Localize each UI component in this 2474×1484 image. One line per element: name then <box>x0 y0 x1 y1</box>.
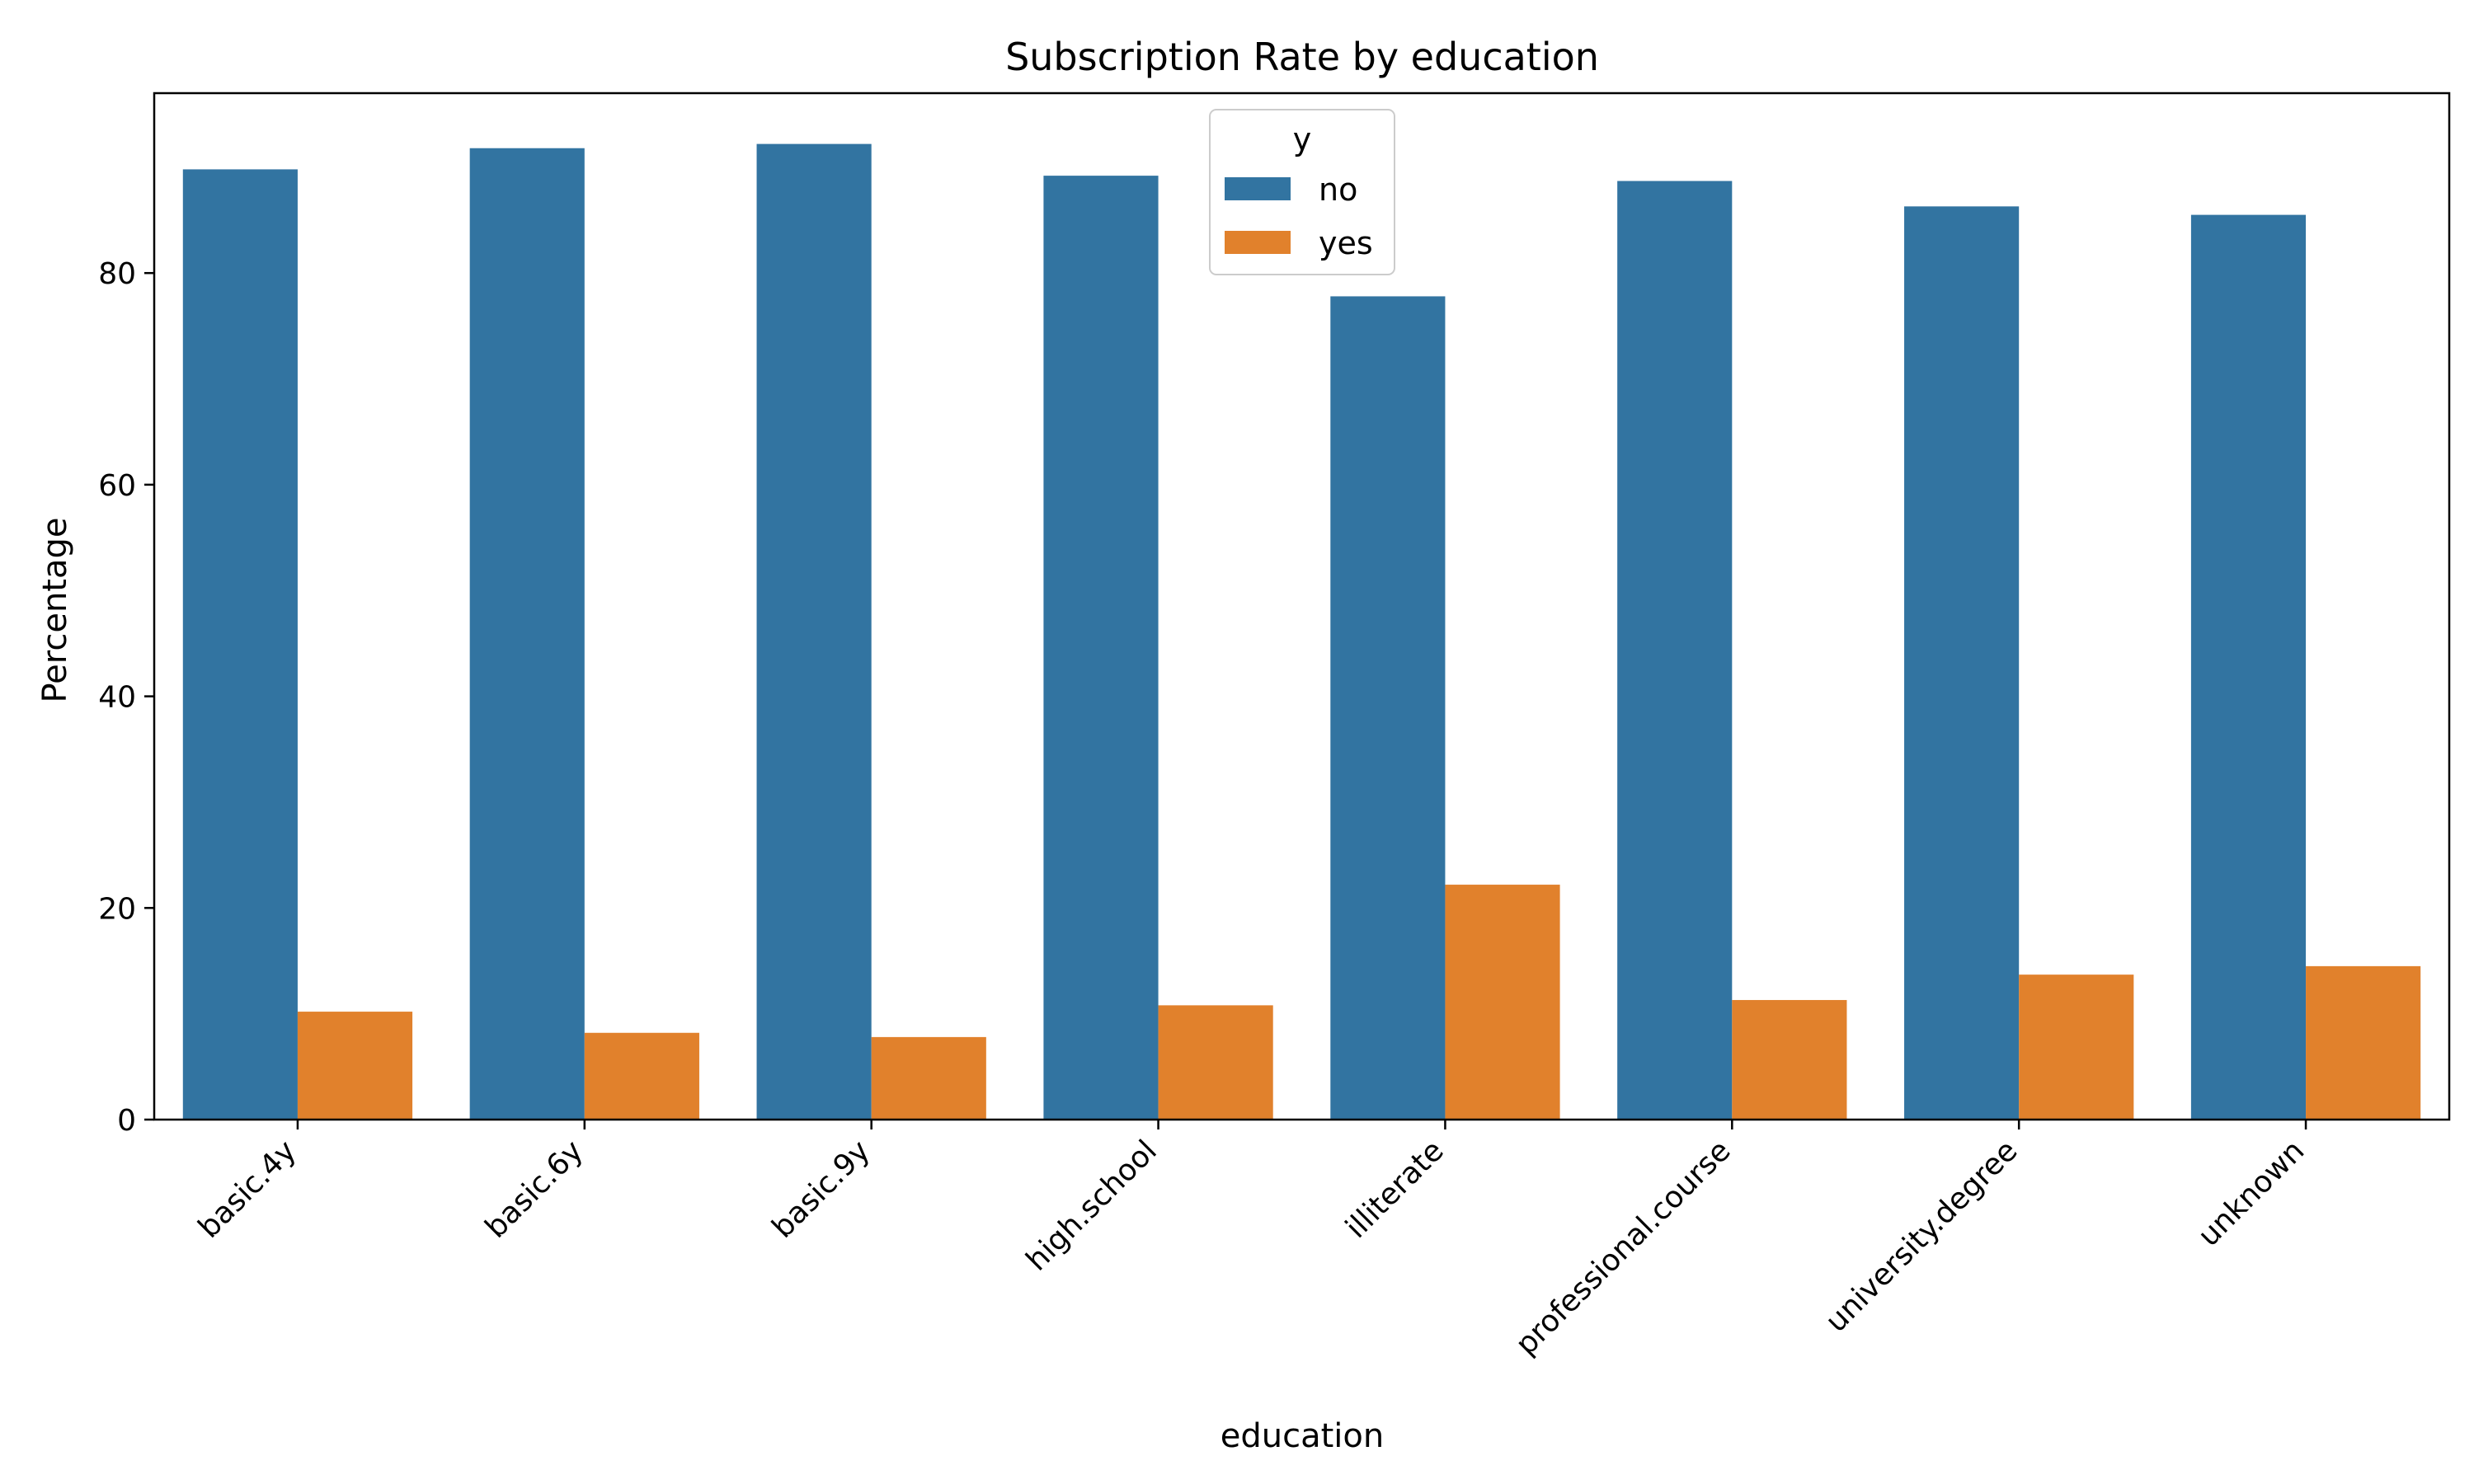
legend: y no yes <box>1209 109 1395 275</box>
bar-yes-illiterate <box>1445 885 1560 1120</box>
y-axis-ticks: 0 20 40 60 80 <box>98 257 154 1138</box>
y-tick-label: 40 <box>98 681 136 715</box>
x-tick-label: illiterate <box>1339 1134 1451 1245</box>
x-tick-label: professional.course <box>1509 1134 1737 1361</box>
bar-yes-basic.4y <box>297 1012 413 1120</box>
legend-label-yes: yes <box>1319 225 1373 261</box>
y-tick-label: 60 <box>98 469 136 503</box>
bar-yes-basic.9y <box>871 1036 986 1120</box>
x-tick-label: basic.4y <box>192 1134 303 1244</box>
bar-yes-university.degree <box>2019 974 2134 1120</box>
y-tick-label: 0 <box>117 1104 136 1138</box>
x-tick-label: high.school <box>1020 1134 1164 1277</box>
bar-no-high.school <box>1043 176 1159 1120</box>
chart-title: Subscription Rate by education <box>1005 35 1599 79</box>
bar-yes-basic.6y <box>584 1032 699 1120</box>
bar-no-basic.4y <box>182 169 298 1120</box>
bar-yes-unknown <box>2306 965 2421 1120</box>
bar-no-basic.6y <box>469 148 585 1120</box>
y-tick-label: 20 <box>98 892 136 926</box>
bar-no-professional.course <box>1617 181 1733 1120</box>
bar-yes-professional.course <box>1732 999 1847 1120</box>
legend-swatch-no <box>1225 177 1291 200</box>
plot-frame <box>153 92 2451 1121</box>
x-tick-label: university.degree <box>1819 1134 2025 1339</box>
bars-layer <box>182 143 2421 1120</box>
y-tick-label: 80 <box>98 257 136 291</box>
bar-no-illiterate <box>1330 296 1446 1120</box>
y-axis-label: Percentage <box>36 517 74 702</box>
bar-yes-high.school <box>1158 1005 1273 1120</box>
legend-title: y <box>1293 121 1312 157</box>
bar-no-unknown <box>2190 214 2307 1120</box>
x-axis-label: education <box>1221 1417 1384 1455</box>
x-tick-label: unknown <box>2192 1134 2312 1253</box>
x-tick-label: basic.9y <box>766 1134 877 1244</box>
bar-no-university.degree <box>1904 206 2020 1120</box>
x-tick-label: basic.6y <box>479 1134 590 1244</box>
bar-no-basic.9y <box>756 143 872 1120</box>
x-axis-ticks: basic.4y basic.6y basic.9y high.school illit… <box>192 1120 2312 1362</box>
legend-label-no: no <box>1319 171 1357 208</box>
legend-swatch-yes <box>1225 231 1291 254</box>
